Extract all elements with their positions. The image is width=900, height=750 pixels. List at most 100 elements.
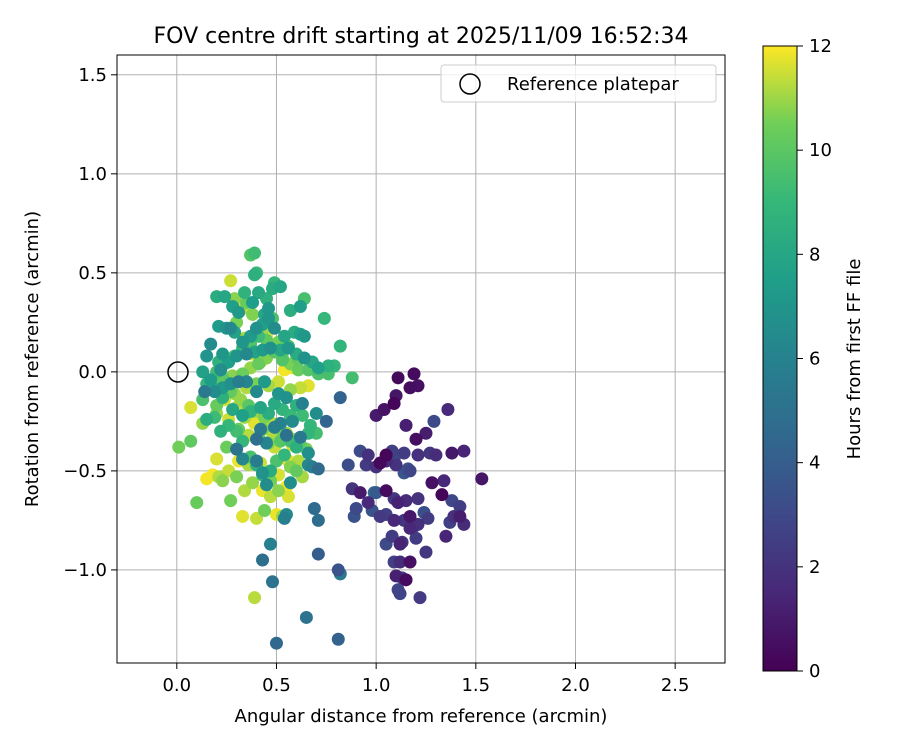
data-point — [190, 496, 203, 509]
colorbar-label: Hours from first FF file — [844, 259, 865, 460]
data-point — [445, 447, 458, 460]
data-point — [260, 478, 273, 491]
colorbar-ticks: 0 2 4 6 8 10 12 — [797, 36, 832, 682]
data-point — [412, 492, 425, 505]
data-point — [308, 502, 321, 515]
data-point — [374, 510, 387, 523]
data-point — [250, 322, 263, 335]
data-point — [232, 375, 245, 388]
data-point — [216, 348, 229, 361]
data-point — [236, 409, 249, 422]
data-point — [453, 510, 466, 523]
data-point — [240, 348, 253, 361]
data-point — [264, 342, 277, 355]
data-point — [404, 381, 417, 394]
data-point — [210, 453, 223, 466]
data-point — [439, 530, 452, 543]
data-point — [294, 300, 307, 313]
colorbar-tick-label: 8 — [809, 244, 820, 265]
data-point — [184, 435, 197, 448]
data-point — [404, 464, 417, 477]
data-point — [312, 462, 325, 475]
data-point — [346, 371, 359, 384]
data-point — [427, 415, 440, 428]
colorbar-gradient — [763, 46, 797, 671]
x-tick-label: 0.0 — [162, 675, 191, 696]
chart-title: FOV centre drift starting at 2025/11/09 … — [154, 24, 689, 49]
data-point — [408, 367, 421, 380]
data-point — [172, 441, 185, 454]
data-point — [224, 274, 237, 287]
data-point — [252, 357, 265, 370]
data-point — [298, 330, 311, 343]
x-tick-label: 2.0 — [561, 675, 590, 696]
data-point — [332, 563, 345, 576]
data-point — [248, 268, 261, 281]
data-point — [204, 373, 217, 386]
colorbar-tick-label: 6 — [809, 349, 820, 370]
legend: Reference platepar — [441, 65, 716, 102]
data-point — [230, 470, 243, 483]
data-point — [248, 247, 261, 260]
data-point — [236, 510, 249, 523]
data-point — [354, 486, 367, 499]
x-tick-label: 2.5 — [661, 675, 690, 696]
data-point — [224, 322, 237, 335]
data-point — [404, 522, 417, 535]
data-point — [200, 350, 213, 363]
colorbar-tick-label: 4 — [809, 453, 820, 474]
data-point — [284, 476, 297, 489]
y-axis-ticks: −1.0 −0.5 0.0 0.5 1.0 1.5 — [63, 65, 117, 581]
data-point — [268, 322, 281, 335]
data-point — [250, 433, 263, 446]
data-point — [362, 449, 375, 462]
data-point — [392, 371, 405, 384]
data-point — [388, 397, 401, 410]
colorbar-tick-label: 2 — [809, 557, 820, 578]
data-point — [298, 352, 311, 365]
data-point — [312, 514, 325, 527]
data-point — [256, 466, 269, 479]
data-point — [184, 401, 197, 414]
data-point — [204, 338, 217, 351]
y-tick-label: 0.5 — [78, 263, 107, 284]
data-point — [280, 429, 293, 442]
data-point — [224, 494, 237, 507]
colorbar-tick-label: 10 — [809, 140, 832, 161]
data-point — [282, 342, 295, 355]
data-point — [296, 397, 309, 410]
data-point — [332, 633, 345, 646]
data-point — [388, 514, 401, 527]
data-point — [414, 591, 427, 604]
data-point — [214, 425, 227, 438]
data-point — [429, 449, 442, 462]
colorbar: 0 2 4 6 8 10 12 Hours from first FF file — [763, 36, 865, 682]
data-point — [280, 391, 293, 404]
x-tick-label: 1.0 — [362, 675, 391, 696]
y-tick-label: 1.5 — [78, 65, 107, 86]
data-point — [435, 488, 448, 501]
data-point — [254, 401, 267, 414]
y-axis-label: Rotation from reference (arcmin) — [22, 211, 43, 507]
data-point — [342, 458, 355, 471]
data-point — [250, 454, 263, 467]
data-point — [214, 363, 227, 376]
data-point — [312, 361, 325, 374]
x-axis-ticks: 0.0 0.5 1.0 1.5 2.0 2.5 — [162, 663, 689, 696]
data-point — [334, 391, 347, 404]
data-point — [400, 573, 413, 586]
data-point — [334, 340, 347, 353]
data-point — [294, 431, 307, 444]
data-point — [412, 449, 425, 462]
data-point — [350, 502, 363, 515]
data-point — [380, 449, 393, 462]
data-point — [266, 575, 279, 588]
data-point — [404, 555, 417, 568]
data-point — [457, 445, 470, 458]
data-point — [400, 419, 413, 432]
data-point — [419, 546, 432, 559]
data-point — [300, 611, 313, 624]
scatter-chart: FOV centre drift starting at 2025/11/09 … — [0, 0, 900, 750]
data-point — [278, 449, 291, 462]
data-point — [425, 476, 438, 489]
